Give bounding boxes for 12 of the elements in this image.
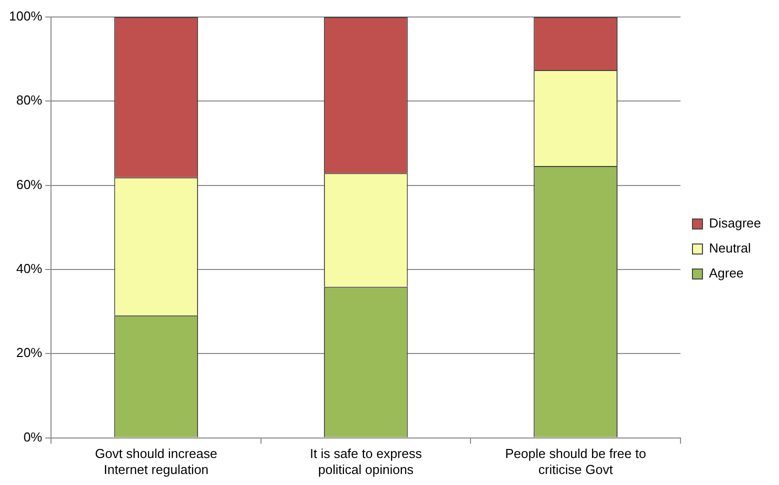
y-tick-label: 0% <box>23 429 43 444</box>
legend-label: Agree <box>708 266 744 281</box>
x-tick-label: It is safe to express political opinions <box>310 446 422 477</box>
y-tick-label: 20% <box>16 345 43 360</box>
legend-label: Neutral <box>708 240 751 256</box>
y-tick-label: 100% <box>9 8 43 24</box>
y-tick-label: 60% <box>16 176 43 192</box>
y-tick-label: 40% <box>16 261 43 276</box>
legend-label: Disagree <box>708 216 762 231</box>
x-tick-label: Govt should increase Internet regulation <box>95 446 218 477</box>
y-tick-label: 80% <box>16 92 43 108</box>
x-tick-label: People should be free to criticise Govt <box>505 446 646 477</box>
